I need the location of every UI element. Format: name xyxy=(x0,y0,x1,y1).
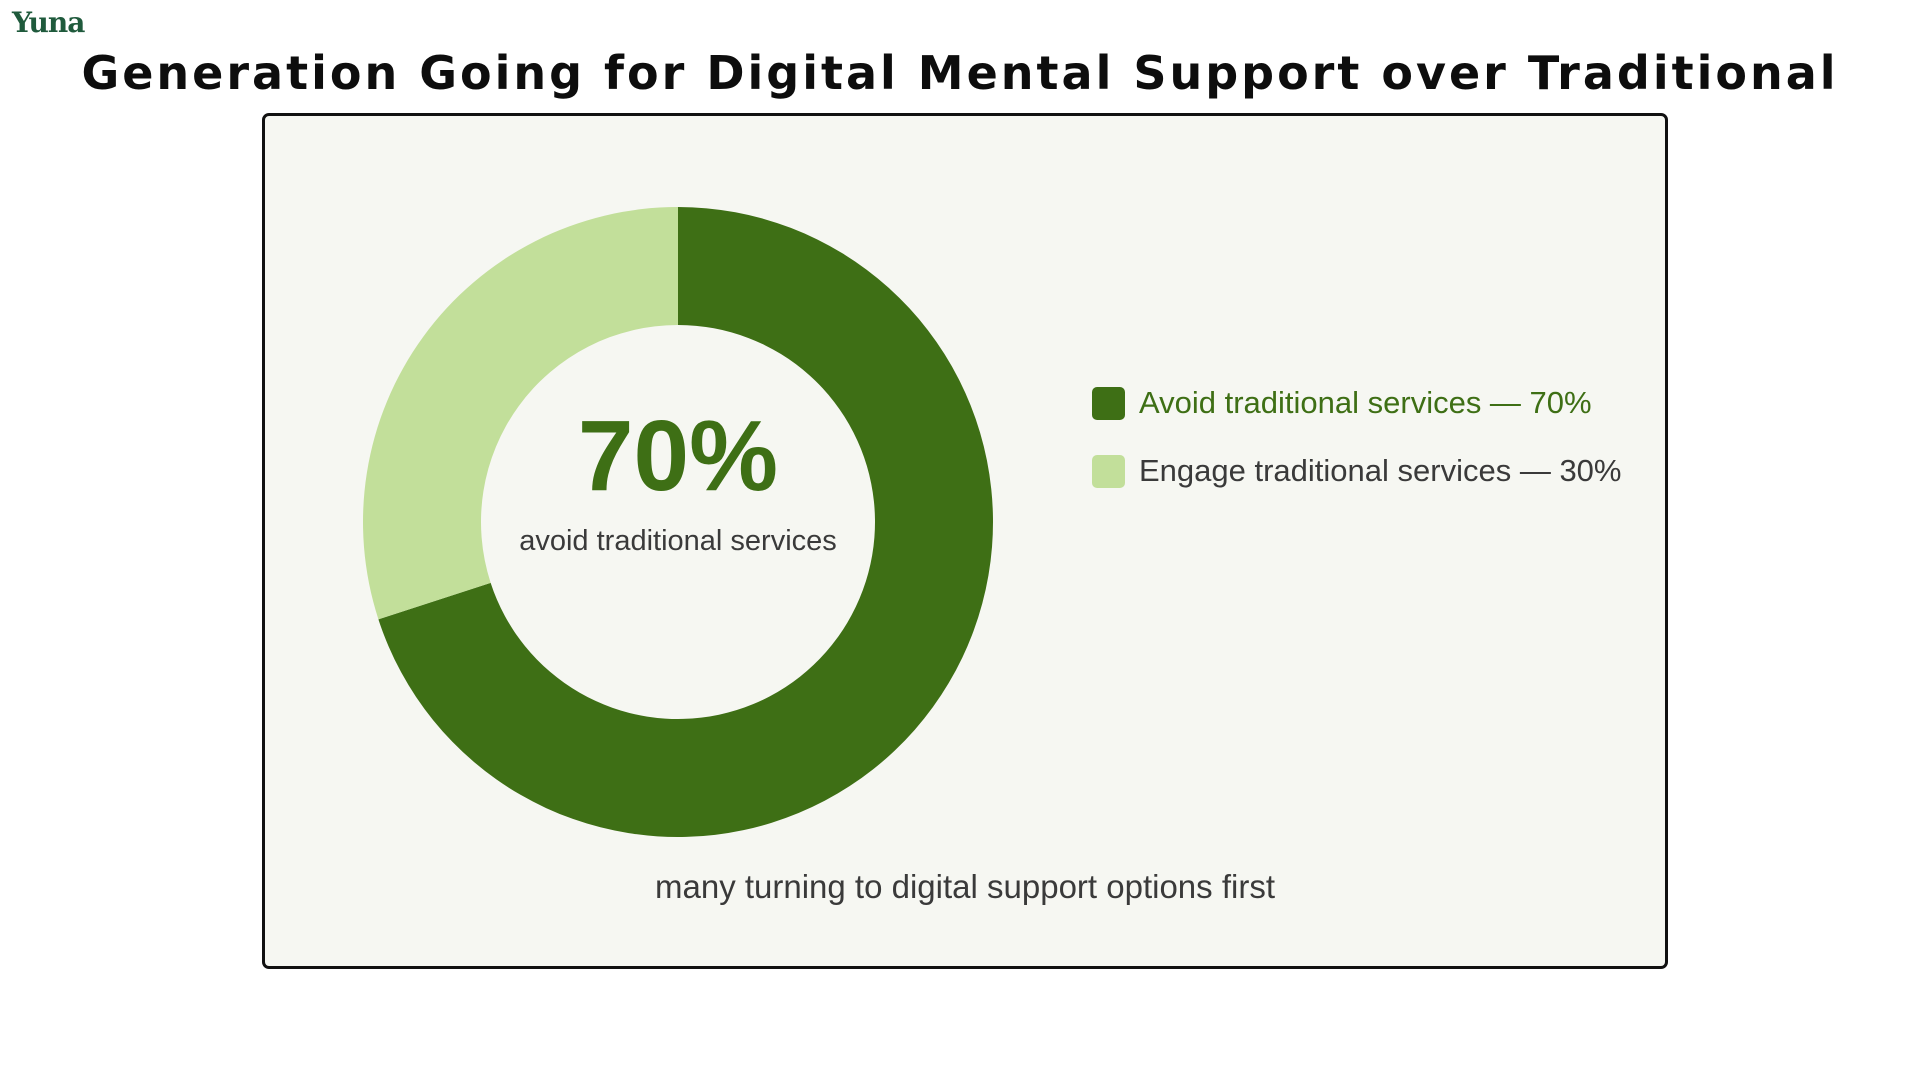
legend-label-avoid: Avoid traditional services — 70% xyxy=(1139,385,1592,420)
legend-swatch-engage xyxy=(1092,454,1125,488)
chart-annotation: many turning to digital support options … xyxy=(655,868,1275,905)
legend: Avoid traditional services — 70% Engage … xyxy=(1092,385,1622,522)
slice-engage-traditional xyxy=(363,207,678,620)
legend-label-engage: Engage traditional services — 30% xyxy=(1139,453,1622,488)
center-value: 70% xyxy=(577,400,779,512)
slice-avoid-traditional xyxy=(378,207,993,837)
legend-item-engage: Engage traditional services — 30% xyxy=(1092,453,1622,488)
legend-item-avoid: Avoid traditional services — 70% xyxy=(1092,385,1621,420)
chart-card: 70% avoid traditional services Avoid tra… xyxy=(262,113,1668,969)
center-label: avoid traditional services xyxy=(519,525,837,557)
brand-logo: Yuna xyxy=(12,6,85,39)
legend-swatch-avoid xyxy=(1092,386,1125,420)
donut-chart xyxy=(363,207,993,837)
chart-title: Generation Going for Digital Mental Supp… xyxy=(81,46,1839,100)
